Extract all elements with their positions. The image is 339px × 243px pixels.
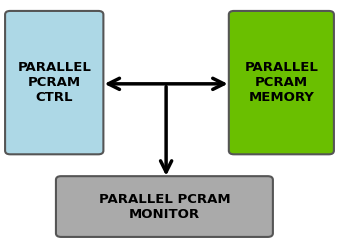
FancyBboxPatch shape bbox=[56, 176, 273, 237]
FancyBboxPatch shape bbox=[229, 11, 334, 154]
FancyBboxPatch shape bbox=[5, 11, 103, 154]
Text: PARALLEL
PCRAM
CTRL: PARALLEL PCRAM CTRL bbox=[17, 61, 91, 104]
Text: PARALLEL PCRAM
MONITOR: PARALLEL PCRAM MONITOR bbox=[99, 192, 230, 221]
Text: PARALLEL
PCRAM
MEMORY: PARALLEL PCRAM MEMORY bbox=[244, 61, 318, 104]
